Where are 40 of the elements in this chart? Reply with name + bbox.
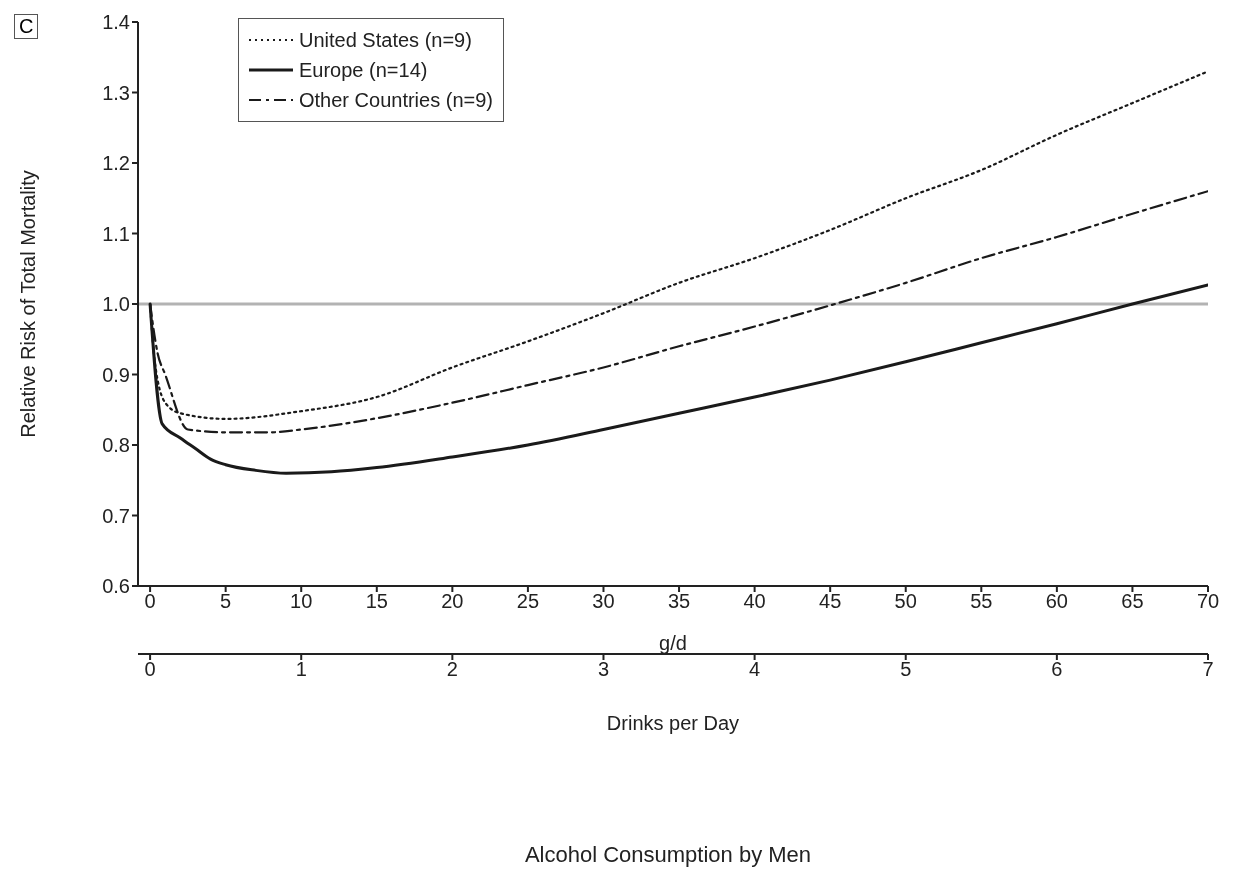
x-tick-label: 55 [970, 590, 993, 613]
x-tick-label: 40 [743, 590, 766, 613]
y-tick-label: 1.0 [102, 293, 130, 316]
y-tick-label: 1.1 [102, 222, 130, 245]
x-tick-label: 60 [1045, 590, 1068, 613]
x2-tick-label: 5 [900, 658, 912, 681]
y-tick-label: 0.6 [102, 575, 130, 598]
x-tick-label: 20 [441, 590, 464, 613]
x-tick-label: 25 [516, 590, 540, 613]
x2-tick-label: 2 [446, 658, 458, 681]
y-tick-label: 0.9 [102, 363, 130, 386]
x-tick-label: 10 [290, 590, 313, 613]
x-axis-title: g/d [659, 632, 687, 654]
y-axis-title: Relative Risk of Total Mortality [17, 170, 40, 438]
x2-tick-label: 6 [1051, 658, 1063, 681]
x2-tick-label: 7 [1202, 658, 1214, 681]
y-tick-label: 0.7 [102, 504, 130, 527]
x-tick-label: 65 [1121, 590, 1144, 613]
text: Alcohol Consumption by Men [523, 842, 813, 868]
x-tick-label: 45 [819, 590, 842, 613]
x2-tick-label: 3 [597, 658, 610, 681]
x2-axis-title: Drinks per Day [606, 712, 740, 734]
x-tick-label: 0 [144, 590, 156, 613]
legend-label: Europe (n=14) [299, 58, 428, 82]
x-tick-label: 30 [592, 590, 615, 613]
x-tick-label: 15 [365, 590, 388, 613]
x2-tick-label: 4 [749, 658, 761, 681]
legend-label: Other Countries (n=9) [299, 88, 493, 112]
legend-label: United States (n=9) [299, 28, 472, 52]
x-tick-label: 70 [1196, 590, 1220, 613]
y-tick-label: 0.8 [102, 434, 130, 457]
x-tick-label: 50 [894, 590, 917, 613]
y-tick-label: 1.3 [102, 81, 130, 104]
x2-tick-label: 1 [295, 658, 307, 681]
x2-tick-label: 0 [144, 658, 156, 681]
x-tick-label: 5 [220, 590, 232, 613]
x-tick-label: 35 [667, 590, 691, 613]
panel-letter: C [14, 14, 39, 39]
y-tick-label: 1.2 [102, 152, 130, 175]
y-tick-label: 1.4 [102, 11, 130, 34]
